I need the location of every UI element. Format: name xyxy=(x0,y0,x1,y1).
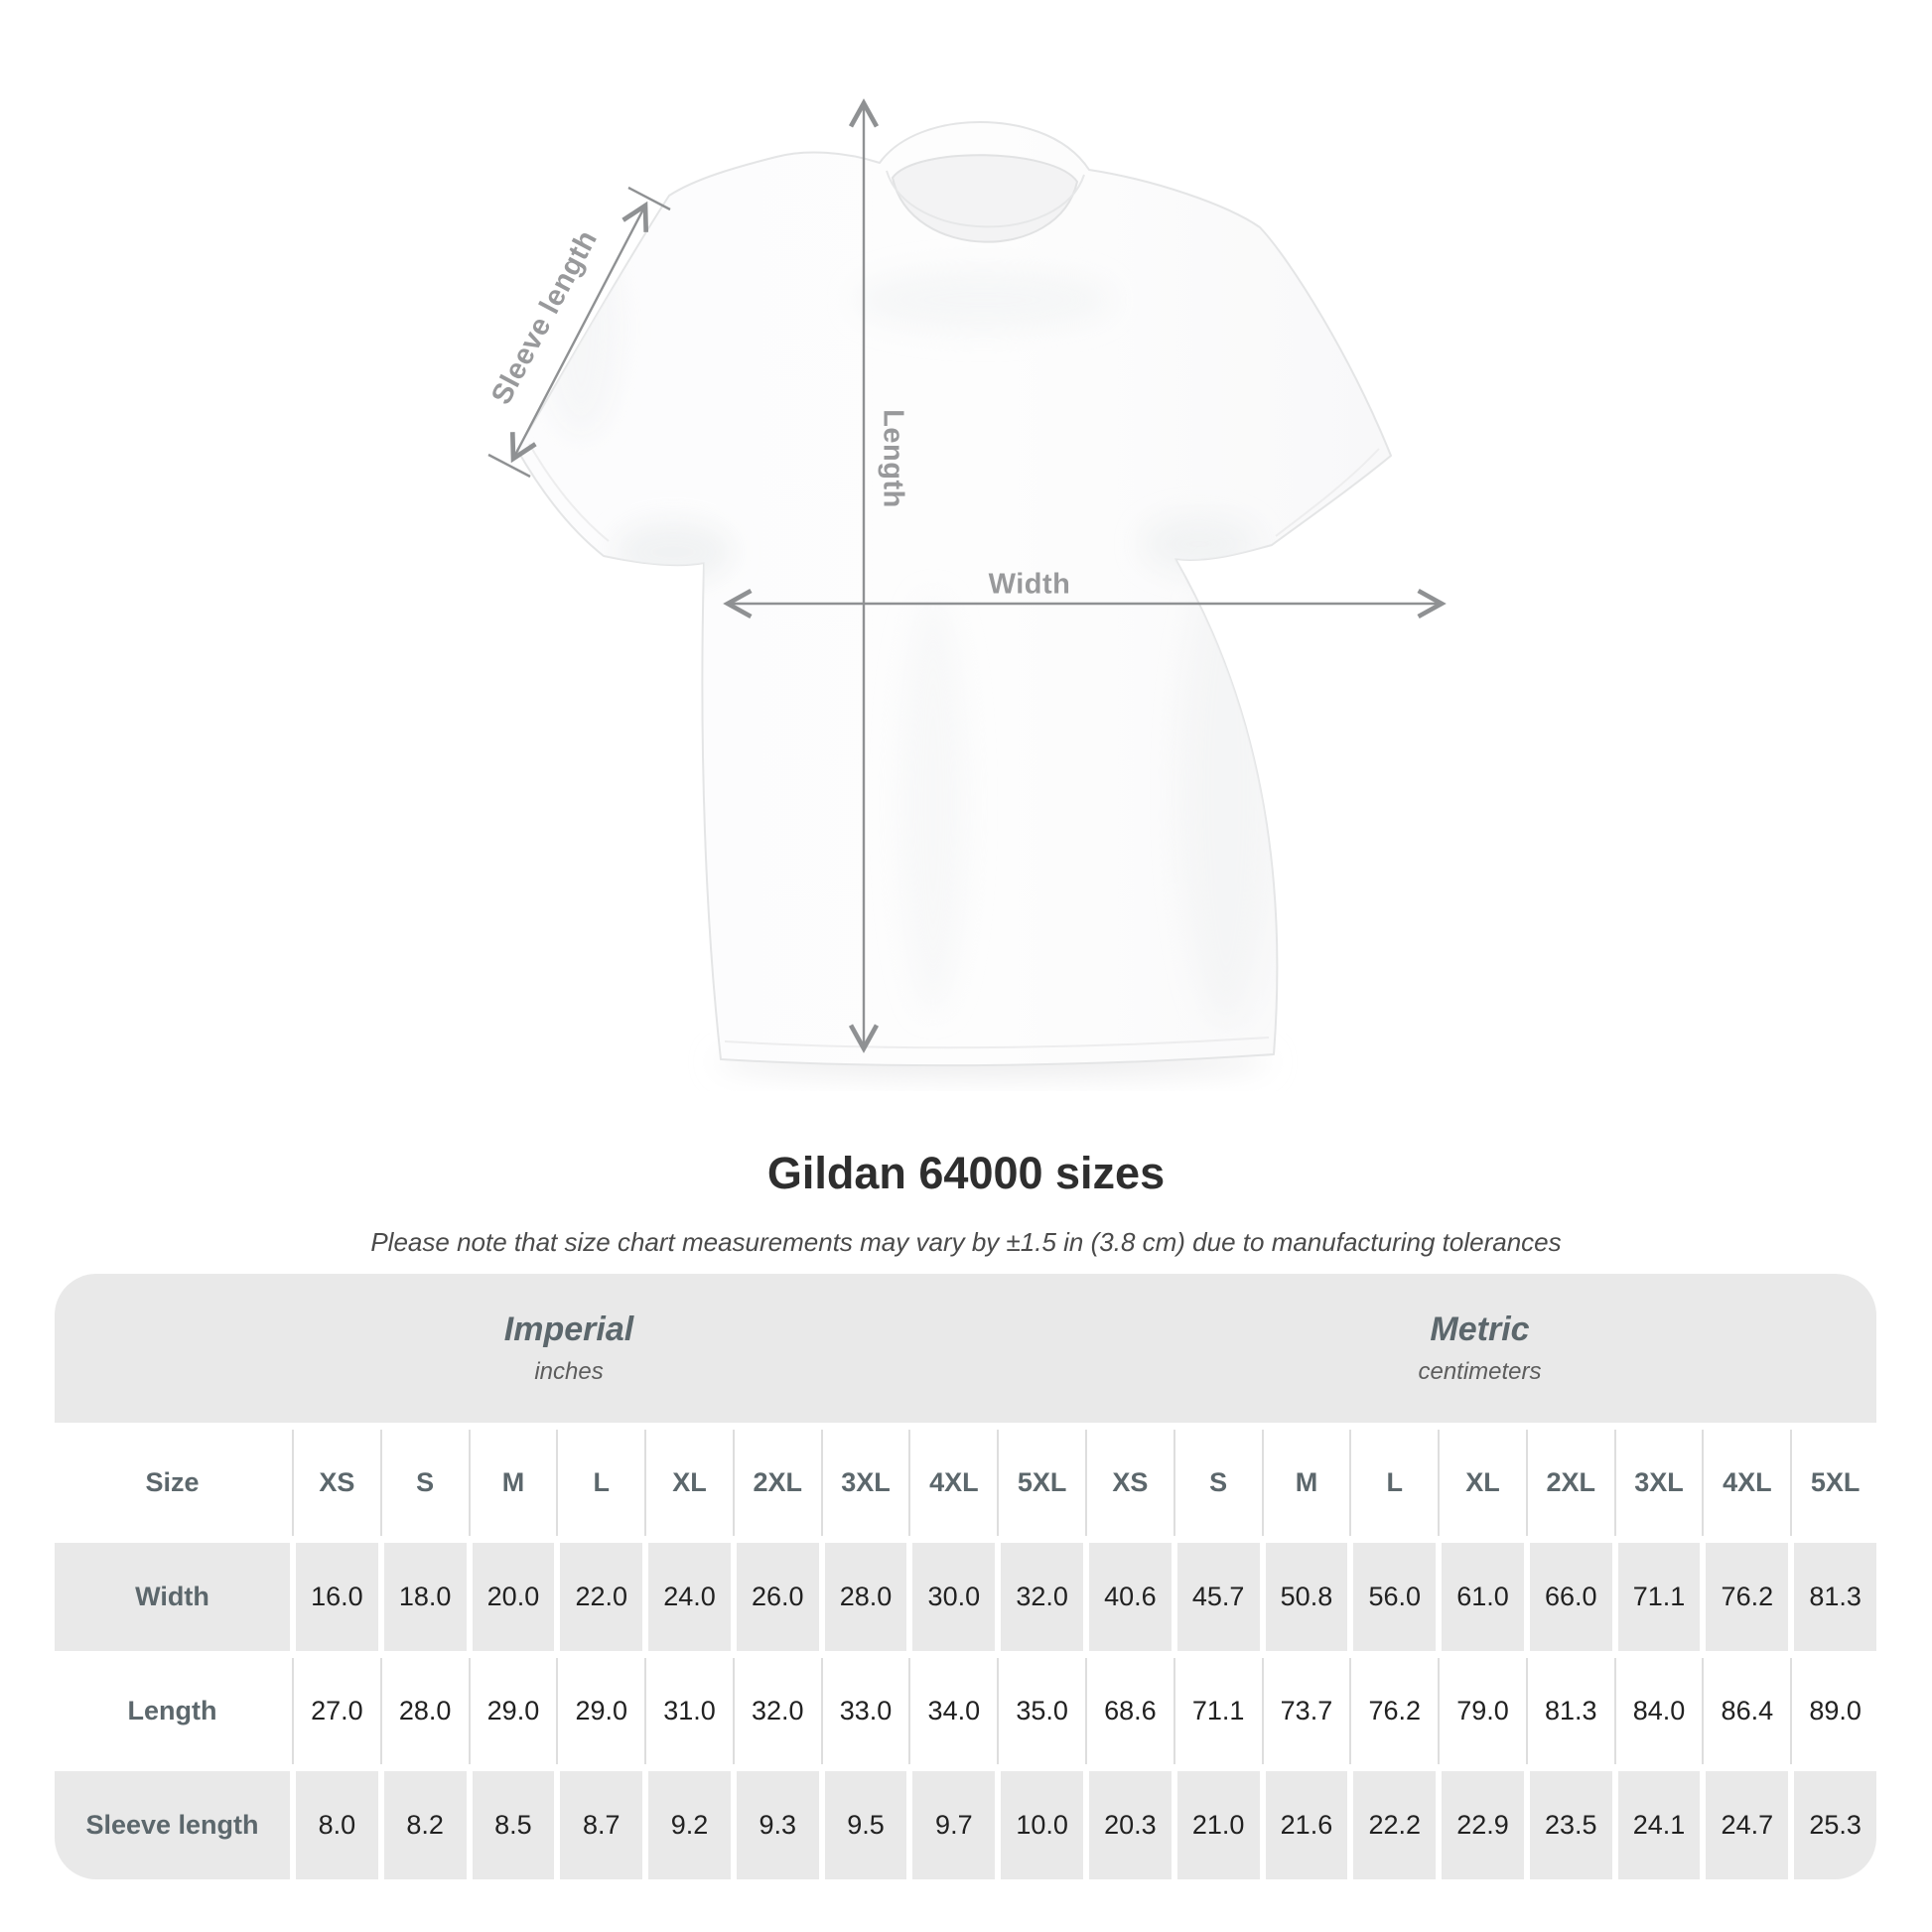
table-cell: 23.5 xyxy=(1529,1771,1612,1879)
table-cell: 31.0 xyxy=(644,1657,731,1765)
table-cell: 22.0 xyxy=(560,1543,643,1651)
size-header-imperial-s: S xyxy=(379,1429,467,1537)
table-cell: 66.0 xyxy=(1529,1543,1612,1651)
size-header-metric-l: L xyxy=(1349,1429,1436,1537)
table-cell: 76.2 xyxy=(1706,1543,1789,1651)
metric-header: Metric centimeters xyxy=(1083,1274,1876,1423)
table-cell: 81.3 xyxy=(1525,1657,1612,1765)
sleeve-arrow-start-tick xyxy=(487,453,531,479)
size-header-imperial-m: M xyxy=(468,1429,555,1537)
table-cell: 86.4 xyxy=(1702,1657,1788,1765)
table-cell: 9.5 xyxy=(824,1771,907,1879)
table-cell: 30.0 xyxy=(912,1543,996,1651)
table-cell: 8.2 xyxy=(383,1771,467,1879)
table-cell: 34.0 xyxy=(908,1657,995,1765)
size-header-metric-3xl: 3XL xyxy=(1613,1429,1701,1537)
imperial-header: Imperial inches xyxy=(55,1274,1083,1423)
size-header-metric-s: S xyxy=(1173,1429,1260,1537)
table-cell: 24.1 xyxy=(1617,1771,1701,1879)
table-cell: 33.0 xyxy=(820,1657,907,1765)
sleeve-length-arrow xyxy=(509,201,649,464)
width-label: Width xyxy=(988,568,1071,601)
size-header-metric-m: M xyxy=(1261,1429,1348,1537)
table-cell: 24.7 xyxy=(1706,1771,1789,1879)
row-label: Width xyxy=(55,1543,290,1651)
row-label: Length xyxy=(127,1696,217,1725)
imperial-title: Imperial xyxy=(503,1311,634,1348)
table-cell: 10.0 xyxy=(1001,1771,1083,1879)
unit-header-band: Imperial inches Metric centimeters xyxy=(55,1274,1876,1423)
table-cell: 35.0 xyxy=(997,1657,1083,1765)
table-cell: 79.0 xyxy=(1438,1657,1524,1765)
table-cell: 61.0 xyxy=(1442,1543,1524,1651)
table-cell: 81.3 xyxy=(1794,1543,1876,1651)
table-cell: 89.0 xyxy=(1790,1657,1876,1765)
size-header-metric-xl: XL xyxy=(1438,1429,1524,1537)
sleeve-arrow-end-tick xyxy=(627,186,671,211)
tolerance-note: Please note that size chart measurements… xyxy=(370,1227,1562,1257)
size-header-imperial-2xl: 2XL xyxy=(732,1429,819,1537)
measurement-rows: Width 16.0 18.0 20.0 22.0 24.0 26.0 28.0 30.0 32.… xyxy=(55,1543,1876,1879)
size-header-imperial-l: L xyxy=(556,1429,642,1537)
table-cell: 32.0 xyxy=(1001,1543,1083,1651)
size-header-imperial-5xl: 5XL xyxy=(997,1429,1083,1537)
table-cell: 9.2 xyxy=(648,1771,731,1879)
table-cell: 8.5 xyxy=(472,1771,555,1879)
size-column-header: Size xyxy=(145,1467,200,1497)
row-label: Sleeve length xyxy=(55,1771,290,1879)
table-cell: 9.7 xyxy=(912,1771,996,1879)
table-cell: 21.6 xyxy=(1265,1771,1348,1879)
table-cell: 84.0 xyxy=(1613,1657,1701,1765)
metric-unit: centimeters xyxy=(1418,1358,1542,1385)
size-header-imperial-3xl: 3XL xyxy=(820,1429,907,1537)
table-cell: 28.0 xyxy=(824,1543,907,1651)
table-cell: 8.0 xyxy=(296,1771,378,1879)
table-cell: 71.1 xyxy=(1173,1657,1260,1765)
size-header-metric-2xl: 2XL xyxy=(1525,1429,1612,1537)
table-cell: 32.0 xyxy=(732,1657,819,1765)
table-cell: 27.0 xyxy=(292,1657,378,1765)
table-cell: 40.6 xyxy=(1089,1543,1172,1651)
table-cell: 76.2 xyxy=(1349,1657,1436,1765)
collar-stitch-line xyxy=(886,170,1085,228)
size-header-imperial-xl: XL xyxy=(644,1429,731,1537)
table-cell: 25.3 xyxy=(1794,1771,1876,1879)
table-row-length: Length 27.0 28.0 29.0 29.0 31.0 32.0 33.0 34.0 35… xyxy=(55,1657,1876,1765)
table-cell: 50.8 xyxy=(1265,1543,1348,1651)
size-header-metric-4xl: 4XL xyxy=(1702,1429,1788,1537)
table-cell: 45.7 xyxy=(1176,1543,1260,1651)
table-cell: 21.0 xyxy=(1176,1771,1260,1879)
size-header-row: Size XS S M L XL 2XL 3XL 4XL 5XL XS S M L XL 2XL 3XL 4XL 5… xyxy=(55,1429,1876,1537)
table-cell: 24.0 xyxy=(648,1543,731,1651)
imperial-unit: inches xyxy=(534,1358,604,1385)
tshirt-illustration xyxy=(487,98,1447,1075)
size-header-imperial-4xl: 4XL xyxy=(908,1429,995,1537)
table-cell: 18.0 xyxy=(383,1543,467,1651)
metric-title: Metric xyxy=(1430,1311,1530,1348)
table-cell: 16.0 xyxy=(296,1543,378,1651)
size-table: Imperial inches Metric centimeters Size X… xyxy=(55,1274,1876,1879)
table-row-width: Width 16.0 18.0 20.0 22.0 24.0 26.0 28.0 30.0 32.… xyxy=(55,1543,1876,1651)
table-cell: 9.3 xyxy=(736,1771,819,1879)
size-header-imperial-xs: XS xyxy=(292,1429,378,1537)
table-cell: 20.3 xyxy=(1089,1771,1172,1879)
table-row-sleeve-length: Sleeve length 8.0 8.2 8.5 8.7 9.2 9.3 9.5 9.7 10.… xyxy=(55,1771,1876,1879)
table-cell: 22.9 xyxy=(1442,1771,1524,1879)
table-cell: 73.7 xyxy=(1261,1657,1348,1765)
size-header-metric-5xl: 5XL xyxy=(1790,1429,1876,1537)
table-cell: 22.2 xyxy=(1353,1771,1437,1879)
table-cell: 71.1 xyxy=(1617,1543,1701,1651)
table-cell: 20.0 xyxy=(472,1543,555,1651)
table-cell: 29.0 xyxy=(556,1657,642,1765)
table-cell: 8.7 xyxy=(560,1771,643,1879)
page-title: Gildan 64000 sizes xyxy=(766,1148,1166,1198)
length-label: Length xyxy=(877,409,909,508)
table-cell: 28.0 xyxy=(379,1657,467,1765)
table-cell: 29.0 xyxy=(468,1657,555,1765)
table-cell: 68.6 xyxy=(1085,1657,1172,1765)
table-cell: 56.0 xyxy=(1353,1543,1437,1651)
table-cell: 26.0 xyxy=(736,1543,819,1651)
size-header-metric-xs: XS xyxy=(1085,1429,1172,1537)
